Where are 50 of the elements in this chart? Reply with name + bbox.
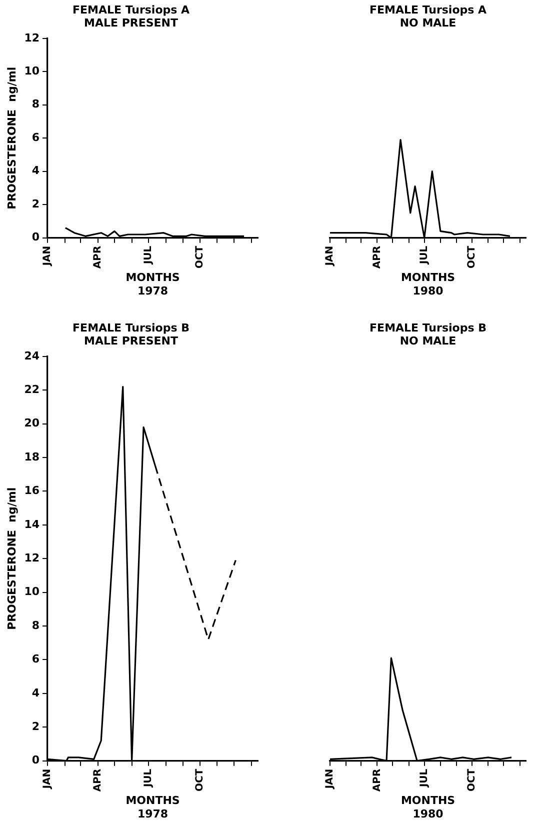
y-tick-label: 16 (24, 484, 40, 498)
y-tick-label: 22 (24, 382, 40, 396)
x-axis-title: MONTHS 1978 (126, 794, 180, 820)
x-tick-label: APR (372, 246, 383, 269)
x-axis-title: MONTHS 1980 (400, 794, 456, 820)
y-tick-label: 10 (24, 585, 40, 598)
y-tick-label: 2 (32, 197, 40, 210)
x-tick-label: JUL (418, 768, 430, 788)
y-tick-label: 12 (24, 31, 40, 44)
x-tick-label: JUL (143, 768, 154, 788)
x-tick-label: OCT (194, 768, 206, 792)
y-tick-label: 0 (32, 230, 40, 244)
x-tick-label: OCT (466, 246, 478, 269)
x-tick-label: APR (92, 246, 104, 269)
y-axis-title: PROGESTERONE ng/ml (5, 66, 18, 210)
y-tick-label: 18 (24, 450, 40, 464)
chart-subtitle: NO MALE (400, 16, 456, 30)
chart-title: FEMALE Tursiops A (369, 3, 487, 16)
x-tick-label: JUL (418, 245, 430, 266)
x-tick-label: JAN (42, 246, 54, 267)
x-tick-label: JAN (324, 246, 336, 267)
chart-title: FEMALE Tursiops A (72, 3, 190, 16)
y-tick-label: 14 (24, 518, 40, 531)
chart-subtitle: MALE PRESENT (84, 334, 178, 348)
chart-title: FEMALE Tursiops B (370, 321, 486, 334)
y-tick-label: 24 (24, 349, 40, 362)
y-tick-label: 8 (32, 98, 40, 111)
y-tick-label: 4 (32, 686, 40, 700)
y-axis-title: PROGESTERONE ng/ml (5, 487, 18, 630)
y-tick-label: 6 (32, 130, 40, 144)
x-tick-label: APR (372, 768, 383, 792)
x-tick-label: APR (92, 768, 104, 792)
y-tick-label: 10 (24, 64, 40, 78)
y-tick-label: 2 (32, 720, 40, 733)
y-tick-label: 0 (32, 754, 40, 767)
y-tick-label: 4 (32, 164, 40, 178)
x-axis-title: MONTHS 1980 (400, 271, 456, 298)
chart-subtitle: NO MALE (400, 334, 456, 348)
y-tick-label: 8 (32, 618, 40, 632)
x-tick-label: JAN (42, 768, 54, 790)
y-tick-label: 6 (32, 652, 40, 666)
y-tick-label: 20 (24, 416, 40, 430)
x-tick-label: OCT (194, 246, 206, 269)
chart-subtitle: MALE PRESENT (84, 16, 178, 30)
x-tick-label: JUL (143, 245, 154, 266)
y-tick-label: 12 (24, 551, 40, 564)
x-axis-title: MONTHS 1978 (126, 271, 180, 298)
x-tick-label: OCT (466, 768, 478, 792)
x-tick-label: JAN (324, 768, 336, 790)
chart-title: FEMALE Tursiops B (72, 321, 190, 334)
